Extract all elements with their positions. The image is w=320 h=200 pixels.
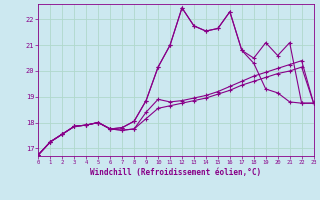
X-axis label: Windchill (Refroidissement éolien,°C): Windchill (Refroidissement éolien,°C)	[91, 168, 261, 177]
